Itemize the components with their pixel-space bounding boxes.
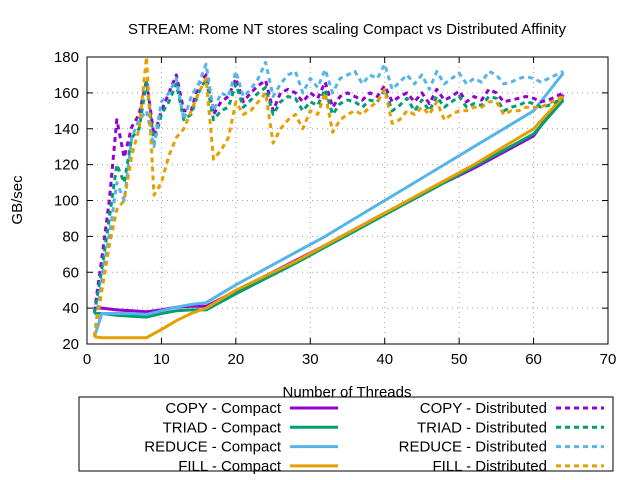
y-tick-label: 160: [54, 85, 79, 102]
x-tick-label: 40: [376, 351, 393, 368]
series-fill-compact: [94, 95, 565, 340]
y-tick-label: 120: [54, 157, 79, 174]
legend-label: FILL - Distributed: [433, 458, 548, 475]
legend-label: TRIAD - Compact: [163, 419, 282, 436]
x-tick-label: 70: [600, 351, 617, 368]
y-tick-label: 180: [54, 49, 79, 66]
x-tick-label: 20: [228, 351, 245, 368]
x-tick-label: 30: [302, 351, 319, 368]
x-tick-label: 10: [153, 351, 170, 368]
series-reduce-compact: [92, 72, 565, 338]
x-tick-label: 0: [83, 351, 91, 368]
legend-label: FILL - Compact: [178, 458, 282, 475]
legend-label: COPY - Compact: [165, 400, 281, 417]
y-tick-label: 40: [62, 300, 79, 317]
series-copy-compact: [94, 93, 565, 314]
x-tick-label: 50: [451, 351, 468, 368]
legend-label: REDUCE - Compact: [144, 439, 282, 456]
legend-label: REDUCE - Distributed: [399, 439, 547, 456]
y-axis-label: GB/sec: [9, 175, 26, 225]
axis-ticks: 0 10 20 30 40 50 60 70 20 40 60 80 100 120 140 160 180: [54, 49, 616, 368]
x-tick-label: 60: [525, 351, 542, 368]
legend: COPY - Compact TRIAD - Compact REDUCE - Co…: [144, 400, 604, 475]
legend-label: COPY - Distributed: [420, 400, 547, 417]
series-reduce-distributed: [92, 60, 564, 337]
y-tick-label: 140: [54, 121, 79, 138]
y-tick-label: 60: [62, 264, 79, 281]
series-triad-compact: [94, 99, 565, 319]
legend-box: [78, 396, 614, 472]
y-tick-label: 100: [54, 193, 79, 210]
chart-title: STREAM: Rome NT stores scaling Compact v…: [128, 21, 566, 38]
y-tick-label: 80: [62, 228, 79, 245]
y-tick-label: 20: [62, 336, 79, 353]
legend-label: TRIAD - Distributed: [417, 419, 547, 436]
series-triad-distributed: [92, 77, 564, 314]
series-lines: [92, 57, 565, 340]
